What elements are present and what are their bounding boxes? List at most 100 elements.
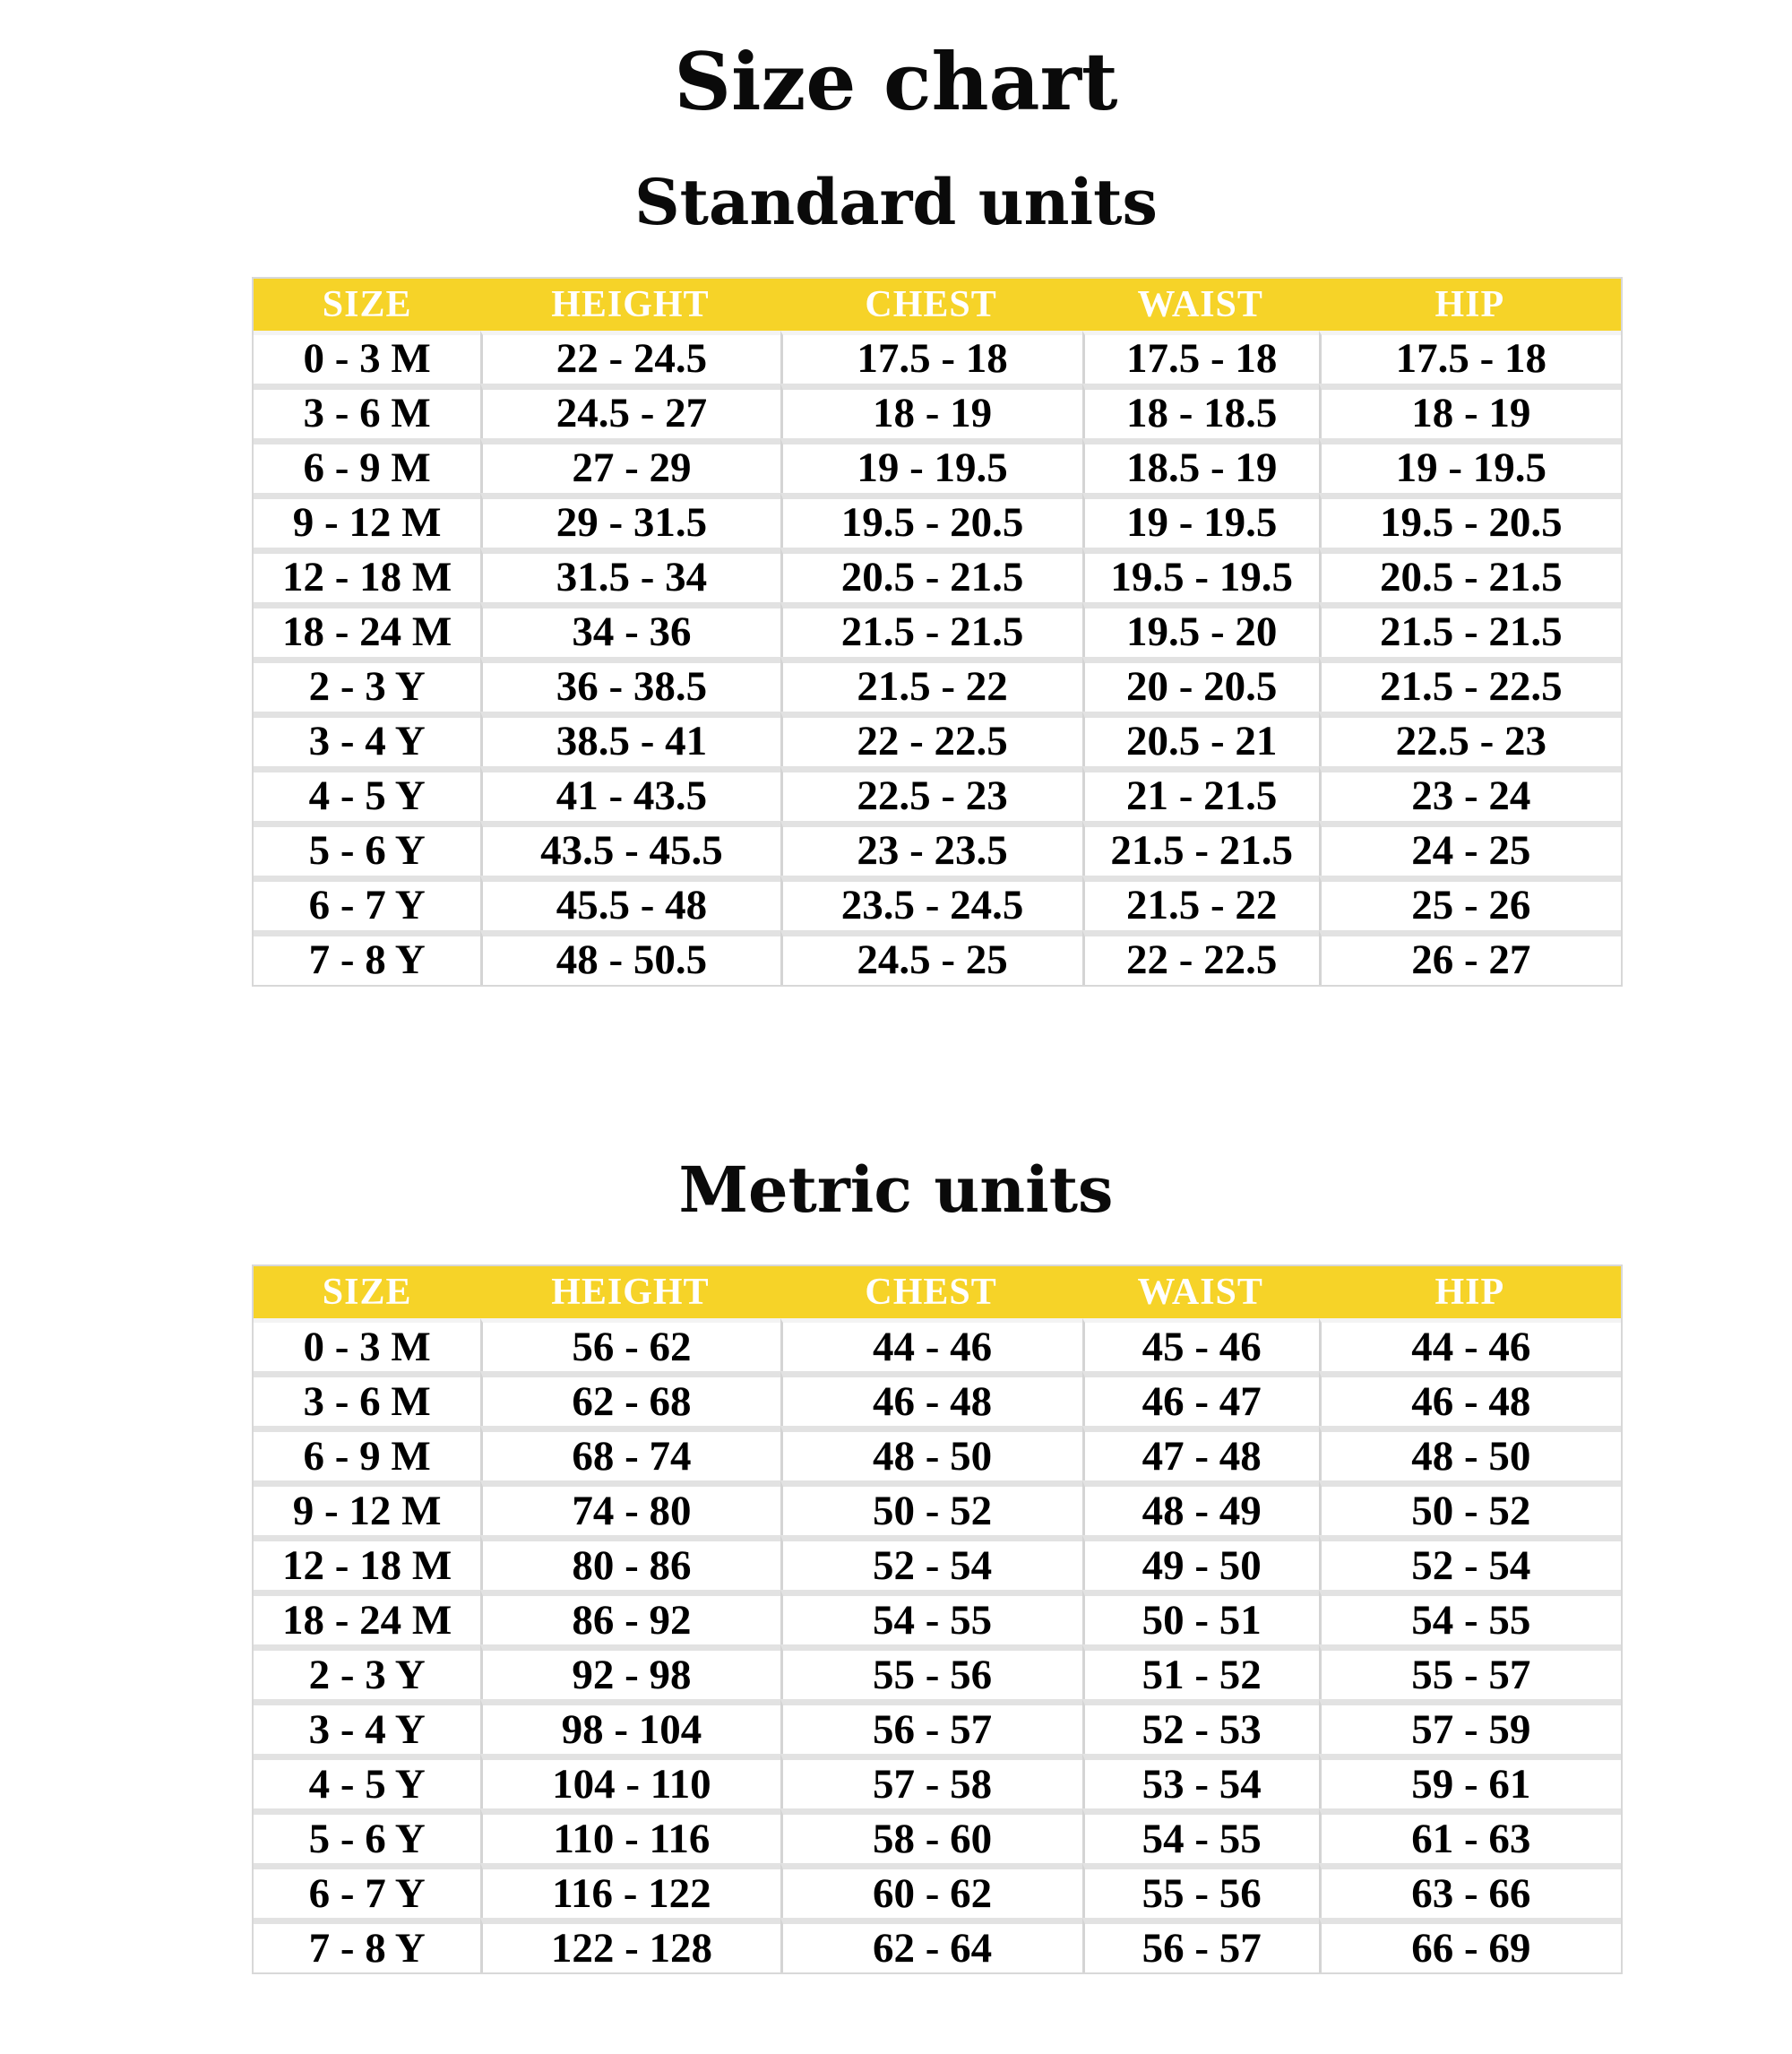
standard-units-table: SIZE HEIGHT CHEST WAIST HIP 0 - 3 M 22 - 24.5… (252, 276, 1623, 987)
table-cell: 18 - 24 M (254, 601, 481, 657)
table-cell: 26 - 27 (1318, 929, 1621, 985)
table-cell: 47 - 48 (1081, 1426, 1319, 1481)
table-cell: 122 - 128 (480, 1918, 780, 1973)
column-header: HIP (1318, 278, 1621, 331)
table-row: 4 - 5 Y 104 - 110 57 - 58 53 - 54 59 - 61 (254, 1754, 1621, 1809)
table-cell: 5 - 6 Y (254, 820, 481, 876)
table-cell: 3 - 4 Y (254, 1699, 481, 1755)
table-cell: 19 - 19.5 (1318, 437, 1621, 493)
table-cell: 21.5 - 22 (1081, 875, 1319, 930)
table-row: 3 - 4 Y 98 - 104 56 - 57 52 - 53 57 - 59 (254, 1699, 1621, 1755)
header-row: SIZE HEIGHT CHEST WAIST HIP (254, 1266, 1621, 1319)
table-cell: 48 - 50.5 (480, 929, 780, 985)
table-cell: 52 - 54 (1318, 1535, 1621, 1591)
table-cell: 6 - 7 Y (254, 875, 481, 930)
table-cell: 49 - 50 (1081, 1535, 1319, 1591)
table-cell: 57 - 58 (780, 1754, 1082, 1809)
column-header: WAIST (1081, 278, 1319, 331)
table-cell: 55 - 56 (1081, 1863, 1319, 1919)
table-cell: 55 - 56 (780, 1644, 1082, 1700)
table-cell: 18 - 18.5 (1081, 383, 1319, 438)
table-row: 18 - 24 M 34 - 36 21.5 - 21.5 19.5 - 20 21.5… (254, 601, 1621, 657)
table-cell: 20.5 - 21 (1081, 711, 1319, 766)
table-cell: 21.5 - 22 (780, 656, 1082, 712)
table-cell: 98 - 104 (480, 1699, 780, 1755)
table-cell: 2 - 3 Y (254, 1644, 481, 1700)
table-cell: 23 - 23.5 (780, 820, 1082, 876)
table-row: 12 - 18 M 80 - 86 52 - 54 49 - 50 52 - 54 (254, 1535, 1621, 1591)
table-cell: 9 - 12 M (254, 492, 481, 548)
table-cell: 116 - 122 (480, 1863, 780, 1919)
table-row: 7 - 8 Y 122 - 128 62 - 64 56 - 57 66 - 69 (254, 1918, 1621, 1973)
table-cell: 4 - 5 Y (254, 765, 481, 821)
table-row: 18 - 24 M 86 - 92 54 - 55 50 - 51 54 - 55 (254, 1590, 1621, 1645)
table-cell: 21.5 - 21.5 (1081, 820, 1319, 876)
table-cell: 34 - 36 (480, 601, 780, 657)
page-title: Size chart (674, 35, 1118, 128)
table-row: 6 - 9 M 68 - 74 48 - 50 47 - 48 48 - 50 (254, 1426, 1621, 1481)
table-cell: 17.5 - 18 (1081, 330, 1319, 384)
table-row: 6 - 7 Y 116 - 122 60 - 62 55 - 56 63 - 66 (254, 1863, 1621, 1919)
table-cell: 50 - 52 (1318, 1480, 1621, 1536)
table-cell: 51 - 52 (1081, 1644, 1319, 1700)
table-cell: 29 - 31.5 (480, 492, 780, 548)
table-cell: 58 - 60 (780, 1808, 1082, 1864)
column-header: SIZE (254, 278, 481, 331)
table-cell: 19.5 - 20 (1081, 601, 1319, 657)
table-cell: 22 - 24.5 (480, 330, 780, 384)
table-cell: 56 - 57 (1081, 1918, 1319, 1973)
table-cell: 31.5 - 34 (480, 547, 780, 602)
table-cell: 6 - 7 Y (254, 1863, 481, 1919)
table-cell: 80 - 86 (480, 1535, 780, 1591)
table-cell: 63 - 66 (1318, 1863, 1621, 1919)
table-cell: 17.5 - 18 (780, 330, 1082, 384)
table-cell: 24.5 - 25 (780, 929, 1082, 985)
table-row: 2 - 3 Y 36 - 38.5 21.5 - 22 20 - 20.5 21.5 -… (254, 656, 1621, 712)
table-cell: 52 - 53 (1081, 1699, 1319, 1755)
standard-units-section: Standard units SIZE HEIGHT CHEST WAIST HIP 0… (0, 167, 1792, 987)
table-cell: 5 - 6 Y (254, 1808, 481, 1864)
table-row: 6 - 9 M 27 - 29 19 - 19.5 18.5 - 19 19 - 19.… (254, 437, 1621, 493)
table-cell: 56 - 62 (480, 1318, 780, 1372)
table-cell: 41 - 43.5 (480, 765, 780, 821)
table-cell: 18.5 - 19 (1081, 437, 1319, 493)
table-cell: 56 - 57 (780, 1699, 1082, 1755)
table-cell: 104 - 110 (480, 1754, 780, 1809)
table-row: 7 - 8 Y 48 - 50.5 24.5 - 25 22 - 22.5 26 - 2… (254, 929, 1621, 985)
column-header: WAIST (1081, 1266, 1319, 1319)
table-cell: 19.5 - 20.5 (780, 492, 1082, 548)
table-cell: 57 - 59 (1318, 1699, 1621, 1755)
table-row: 9 - 12 M 29 - 31.5 19.5 - 20.5 19 - 19.5 19.… (254, 492, 1621, 548)
table-cell: 46 - 48 (780, 1371, 1082, 1427)
table-cell: 18 - 19 (1318, 383, 1621, 438)
table-cell: 52 - 54 (780, 1535, 1082, 1591)
table-cell: 12 - 18 M (254, 547, 481, 602)
table-cell: 54 - 55 (1318, 1590, 1621, 1645)
table-cell: 59 - 61 (1318, 1754, 1621, 1809)
table-cell: 44 - 46 (1318, 1318, 1621, 1372)
table-cell: 20 - 20.5 (1081, 656, 1319, 712)
table-row: 3 - 6 M 24.5 - 27 18 - 19 18 - 18.5 18 - 19 (254, 383, 1621, 438)
table-cell: 38.5 - 41 (480, 711, 780, 766)
table-cell: 9 - 12 M (254, 1480, 481, 1536)
table-cell: 3 - 6 M (254, 383, 481, 438)
table-cell: 48 - 49 (1081, 1480, 1319, 1536)
table-cell: 18 - 24 M (254, 1590, 481, 1645)
column-header: HIP (1318, 1266, 1621, 1319)
table-cell: 46 - 48 (1318, 1371, 1621, 1427)
table-cell: 50 - 51 (1081, 1590, 1319, 1645)
table-cell: 45.5 - 48 (480, 875, 780, 930)
table-row: 0 - 3 M 56 - 62 44 - 46 45 - 46 44 - 46 (254, 1318, 1621, 1372)
column-header: SIZE (254, 1266, 481, 1319)
table-cell: 21.5 - 21.5 (1318, 601, 1621, 657)
table-cell: 44 - 46 (780, 1318, 1082, 1372)
table-row: 5 - 6 Y 43.5 - 45.5 23 - 23.5 21.5 - 21.5 24… (254, 820, 1621, 876)
table-cell: 22 - 22.5 (780, 711, 1082, 766)
column-header: HEIGHT (480, 278, 780, 331)
table-cell: 3 - 4 Y (254, 711, 481, 766)
table-cell: 6 - 9 M (254, 1426, 481, 1481)
column-header: CHEST (780, 278, 1082, 331)
table-cell: 92 - 98 (480, 1644, 780, 1700)
table-cell: 23.5 - 24.5 (780, 875, 1082, 930)
table-row: 3 - 6 M 62 - 68 46 - 48 46 - 47 46 - 48 (254, 1371, 1621, 1427)
